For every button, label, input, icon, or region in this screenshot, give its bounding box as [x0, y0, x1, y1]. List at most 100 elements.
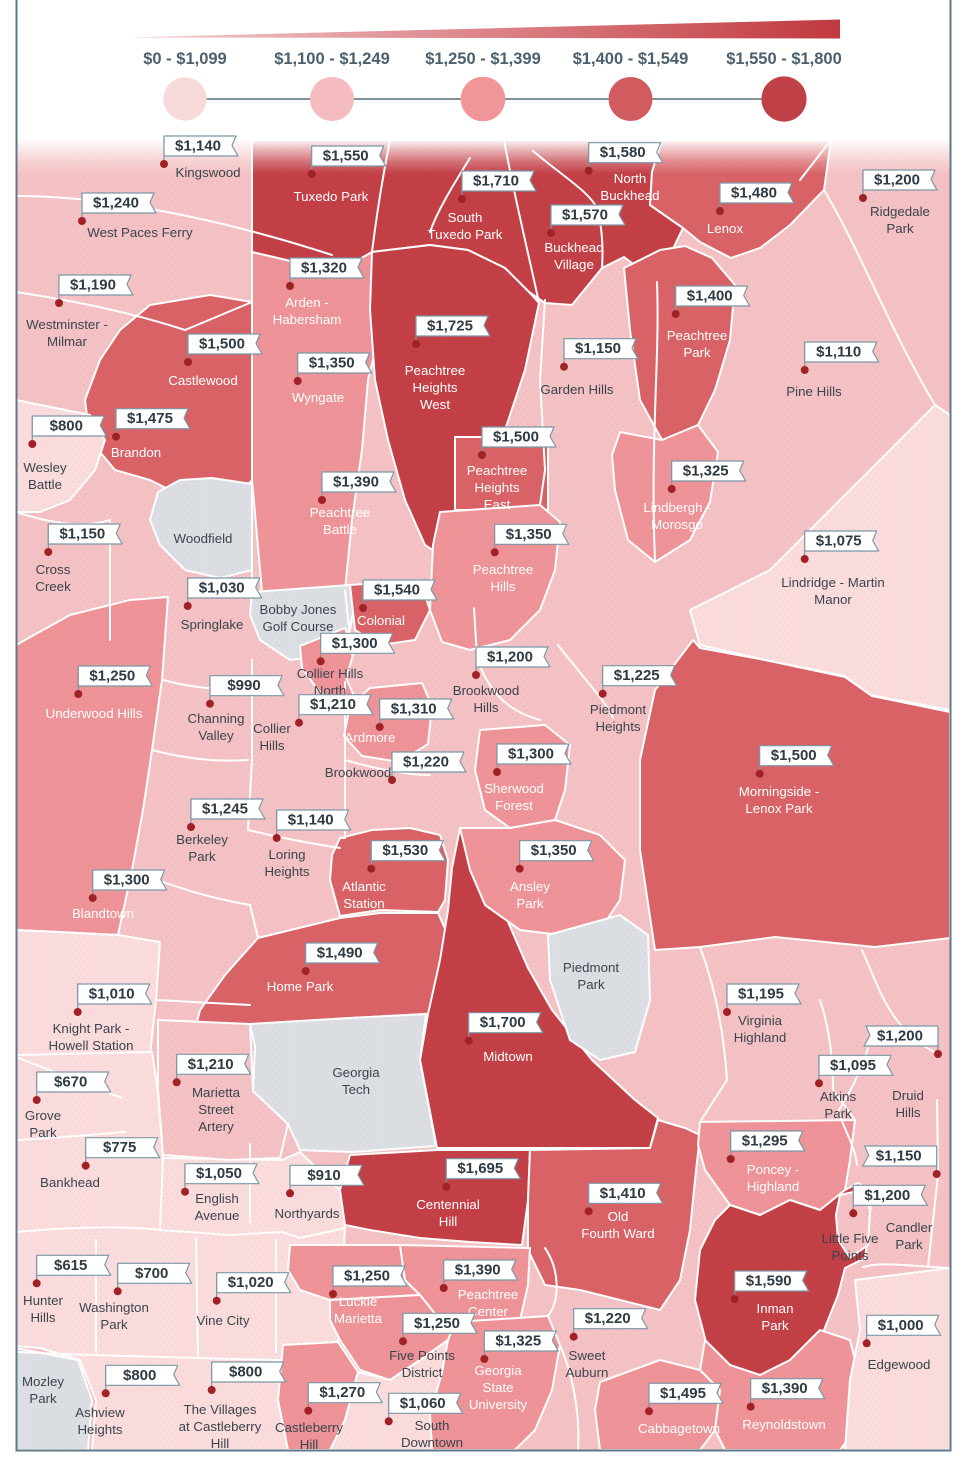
svg-text:$1,710: $1,710 [473, 173, 519, 190]
svg-text:Buckhead: Buckhead [544, 240, 603, 255]
svg-text:Howell Station: Howell Station [49, 1038, 134, 1053]
svg-text:Park: Park [188, 849, 216, 864]
svg-text:Old: Old [608, 1209, 629, 1224]
svg-text:$1,110: $1,110 [816, 344, 861, 361]
svg-text:Morosgo: Morosgo [651, 517, 703, 532]
svg-text:$800: $800 [123, 1367, 156, 1384]
svg-text:$800: $800 [50, 418, 83, 435]
svg-text:$1,700: $1,700 [480, 1014, 526, 1031]
svg-text:English: English [195, 1191, 239, 1206]
svg-text:East: East [484, 497, 511, 512]
svg-text:South: South [448, 210, 483, 225]
svg-text:$1,390: $1,390 [455, 1262, 501, 1279]
svg-text:Reynoldstown: Reynoldstown [742, 1417, 826, 1432]
svg-text:Mozley: Mozley [22, 1374, 64, 1389]
svg-text:$1,410: $1,410 [600, 1185, 646, 1202]
svg-text:Peachtree: Peachtree [310, 505, 371, 520]
svg-text:Village: Village [554, 257, 594, 272]
svg-text:Ashview: Ashview [75, 1405, 125, 1420]
svg-text:Vine City: Vine City [197, 1313, 250, 1328]
svg-text:Brandon: Brandon [111, 445, 161, 460]
svg-text:University: University [469, 1397, 528, 1412]
svg-text:Brookwood: Brookwood [453, 683, 520, 698]
svg-text:Peachtree: Peachtree [467, 463, 528, 478]
svg-text:Lindridge - Martin: Lindridge - Martin [781, 575, 884, 590]
svg-text:$615: $615 [54, 1257, 87, 1274]
svg-text:$1,075: $1,075 [816, 533, 862, 550]
svg-text:$1,250: $1,250 [89, 668, 135, 685]
svg-text:$1,390: $1,390 [333, 474, 379, 491]
svg-text:$1,150: $1,150 [575, 340, 621, 357]
svg-text:$1,300: $1,300 [332, 635, 378, 652]
svg-text:Fourth Ward: Fourth Ward [581, 1226, 654, 1241]
svg-text:$0 - $1,099: $0 - $1,099 [143, 50, 226, 68]
svg-text:$1,500: $1,500 [493, 429, 539, 446]
svg-text:$1,220: $1,220 [403, 754, 449, 771]
svg-text:South: South [415, 1418, 450, 1433]
svg-text:Heights: Heights [77, 1422, 122, 1437]
svg-text:Tech: Tech [342, 1082, 370, 1097]
svg-text:$1,200: $1,200 [877, 1028, 923, 1045]
svg-text:Buckhead: Buckhead [600, 188, 659, 203]
svg-text:Park: Park [683, 345, 711, 360]
svg-text:$1,475: $1,475 [127, 410, 173, 427]
svg-text:Tuxedo Park: Tuxedo Park [294, 189, 369, 204]
svg-text:$1,250: $1,250 [414, 1315, 460, 1332]
svg-text:Arden -: Arden - [285, 295, 329, 310]
svg-text:Sherwood: Sherwood [484, 781, 544, 796]
svg-text:$1,540: $1,540 [374, 582, 420, 599]
svg-text:$700: $700 [135, 1265, 168, 1282]
svg-text:Midtown: Midtown [483, 1049, 533, 1064]
svg-text:Park: Park [100, 1317, 128, 1332]
svg-text:$1,400: $1,400 [687, 288, 733, 305]
svg-text:$1,140: $1,140 [175, 138, 221, 155]
svg-text:$1,270: $1,270 [319, 1384, 365, 1401]
svg-text:Washington: Washington [79, 1300, 149, 1315]
svg-text:The Villages: The Villages [184, 1402, 257, 1417]
svg-text:$1,000: $1,000 [878, 1317, 924, 1334]
svg-text:$1,300: $1,300 [104, 872, 150, 889]
svg-text:$1,725: $1,725 [427, 318, 473, 335]
svg-text:Hill: Hill [211, 1436, 230, 1451]
svg-text:Heights: Heights [412, 380, 457, 395]
svg-text:Park: Park [29, 1391, 57, 1406]
svg-text:Forest: Forest [495, 798, 533, 813]
svg-text:Bobby Jones: Bobby Jones [260, 602, 337, 617]
svg-text:Peachtree: Peachtree [405, 363, 466, 378]
svg-text:Hills: Hills [473, 700, 498, 715]
svg-text:Collier: Collier [253, 721, 291, 736]
svg-text:Colonial: Colonial [357, 613, 405, 628]
svg-text:Channing: Channing [188, 711, 245, 726]
svg-text:$1,495: $1,495 [660, 1385, 706, 1402]
svg-text:$1,325: $1,325 [495, 1333, 541, 1350]
svg-text:Park: Park [886, 221, 914, 236]
svg-text:Wesley: Wesley [23, 460, 67, 475]
svg-text:Highland: Highland [734, 1030, 787, 1045]
svg-text:Brookwood: Brookwood [325, 765, 392, 780]
svg-text:Auburn: Auburn [566, 1365, 609, 1380]
svg-text:Ardmore: Ardmore [345, 730, 396, 745]
svg-text:$1,350: $1,350 [309, 355, 355, 372]
svg-text:Street: Street [198, 1102, 234, 1117]
svg-text:Bankhead: Bankhead [40, 1175, 100, 1190]
svg-text:North: North [614, 171, 647, 186]
svg-text:Hills: Hills [895, 1105, 920, 1120]
svg-text:Habersham: Habersham [273, 312, 342, 327]
svg-text:Northyards: Northyards [274, 1206, 339, 1221]
svg-text:$1,200: $1,200 [874, 172, 920, 189]
svg-text:Park: Park [516, 896, 544, 911]
svg-text:$1,570: $1,570 [562, 207, 608, 224]
svg-text:Artery: Artery [198, 1119, 234, 1134]
svg-text:Marietta: Marietta [192, 1085, 241, 1100]
svg-text:$1,350: $1,350 [506, 526, 552, 543]
svg-text:$775: $775 [103, 1139, 136, 1156]
svg-text:$990: $990 [227, 677, 260, 694]
svg-text:$1,295: $1,295 [742, 1133, 788, 1150]
svg-text:$1,350: $1,350 [531, 842, 577, 859]
svg-text:Creek: Creek [35, 579, 71, 594]
svg-text:$1,200: $1,200 [487, 649, 533, 666]
svg-text:$1,390: $1,390 [762, 1380, 808, 1397]
svg-text:Pine Hills: Pine Hills [786, 384, 842, 399]
svg-text:Peachtree: Peachtree [458, 1287, 519, 1302]
svg-text:Atlantic: Atlantic [342, 879, 386, 894]
